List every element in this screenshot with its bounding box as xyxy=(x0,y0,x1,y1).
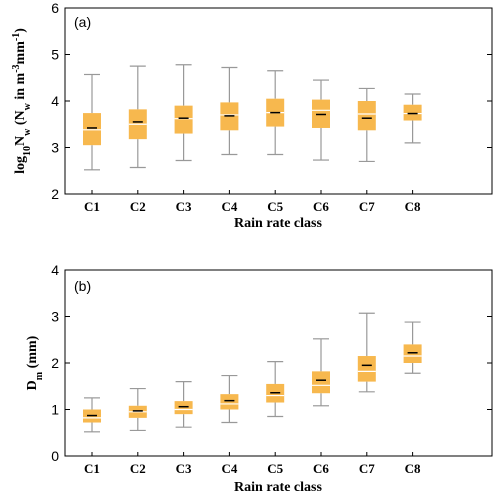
panel-b-xtick-label: C1 xyxy=(84,461,100,476)
panel-b-ytick-label: 3 xyxy=(51,309,59,325)
panel-b-ytick-label: 0 xyxy=(51,448,59,464)
panel-a-ytick-label: 5 xyxy=(51,47,59,63)
panel-a-box xyxy=(174,105,193,134)
panel-b-box xyxy=(403,344,422,363)
panel-a: (a) log10Nw (Nw in m-3mm-1) Rain rate cl… xyxy=(11,0,493,231)
panel-a-box xyxy=(83,113,101,146)
panel-b-xtick-label: C6 xyxy=(313,461,329,476)
panel-a-ylabel-sub-w1: w xyxy=(22,128,33,136)
panel-a-ytick-label: 6 xyxy=(51,0,59,16)
panel-a-label: (a) xyxy=(74,14,91,30)
panel-a-ylabel-sup-1: -1 xyxy=(11,33,22,41)
panel-a-xtick-label: C4 xyxy=(221,199,237,214)
panel-b-ytick-label: 1 xyxy=(51,402,59,418)
panel-a-xtick-label: C8 xyxy=(405,199,421,214)
panel-a-xlabel: Rain rate class xyxy=(234,216,322,231)
panel-b-xtick-label: C3 xyxy=(176,461,192,476)
panel-a-ytick-label: 3 xyxy=(51,140,59,156)
panel-b-box xyxy=(174,401,193,415)
panel-b-box xyxy=(220,394,239,410)
panel-a-xtick-label: C1 xyxy=(84,199,100,214)
panel-b-ytick-label: 2 xyxy=(51,355,59,371)
panel-a-ylabel-sup-3: -3 xyxy=(11,64,22,72)
panel-b-xtick-label: C7 xyxy=(359,461,375,476)
panel-a-box xyxy=(357,101,376,131)
panel-b-xtick-label: C4 xyxy=(221,461,237,476)
panel-b-label: (b) xyxy=(74,278,91,294)
panel-b-xtick-label: C5 xyxy=(267,461,283,476)
panel-b-ylabel-sub-m: m xyxy=(34,371,45,380)
panel-a-ytick-label: 4 xyxy=(51,93,59,109)
panel-b-box xyxy=(312,371,330,394)
panel-b-xtick-label: C8 xyxy=(405,461,421,476)
panel-a-xtick-label: C6 xyxy=(313,199,329,214)
panel-a-ytick-label: 2 xyxy=(51,186,59,202)
panel-b-xlabel: Rain rate class xyxy=(234,480,322,495)
panel-b: (b) Dm (mm) Rain rate class 0 1 2 3 4 C1 C2 C3 C… xyxy=(25,262,493,495)
panel-a-xtick-label: C2 xyxy=(130,199,146,214)
panel-a-xtick-label: C7 xyxy=(359,199,375,214)
panel-a-ylabel: log10Nw (Nw in m-3mm-1) xyxy=(11,28,33,174)
panel-a-xtick-label: C5 xyxy=(267,199,283,214)
panel-a-ylabel-sub-w2: w xyxy=(22,102,33,110)
panel-a-xtick-label: C3 xyxy=(176,199,192,214)
panel-b-ytick-label: 4 xyxy=(51,262,59,278)
panel-b-xtick-label: C2 xyxy=(130,461,146,476)
panel-a-box xyxy=(403,104,422,121)
panel-b-frame xyxy=(64,269,493,457)
panel-b-box xyxy=(357,356,376,382)
panel-a-ylabel-sub-10: 10 xyxy=(22,146,33,156)
panel-b-ylabel: Dm (mm) xyxy=(25,335,45,390)
